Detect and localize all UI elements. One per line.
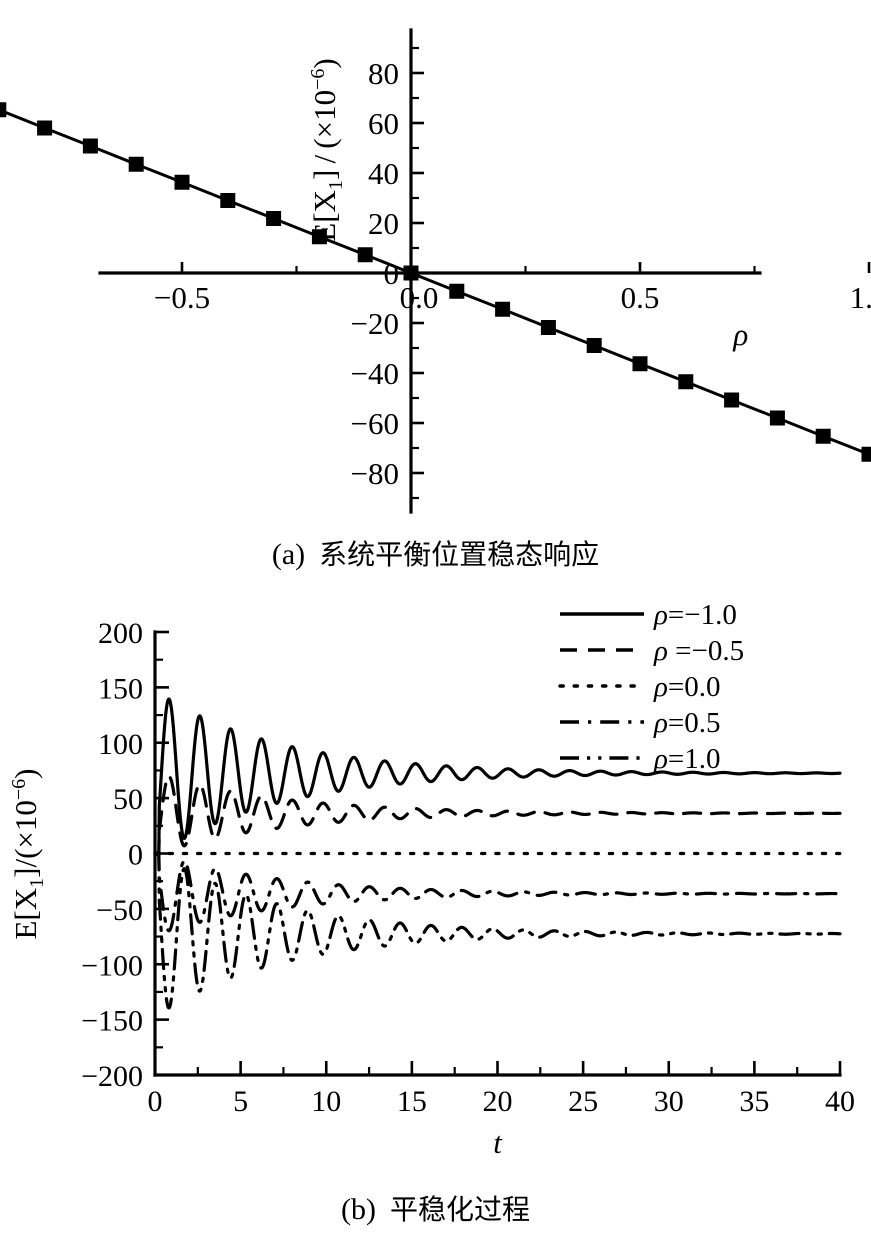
data-point-marker [495,301,511,317]
data-point-marker [37,120,53,136]
svg-text:−50: −50 [96,894,143,927]
series-line-4 [153,851,842,933]
x-axis-label: ρ [732,317,748,352]
svg-text:150: 150 [98,672,143,705]
svg-text:10: 10 [311,1085,341,1118]
y-axis-label: E[X1] / (×10−6) [307,58,347,241]
data-point-marker [586,338,602,353]
svg-text:100: 100 [98,728,143,761]
data-point-marker [861,446,871,462]
caption-a-tag: (a) [271,538,306,571]
data-point-marker [403,265,419,281]
legend-label-2: ρ =−0.5 [653,635,744,667]
legend-label-4: ρ=0.5 [653,707,721,739]
chart-b-svg: 0 5 10 15 20 25 30 35 40 −200 −150 −100 −50 0 50 100 150… [8,599,855,1156]
svg-text:40: 40 [368,156,399,191]
data-point-marker [724,392,740,408]
data-point-marker [678,374,694,390]
data-point-marker [82,138,98,154]
svg-text:−100: −100 [81,949,143,982]
series-line-2 [153,774,842,856]
data-point-marker [174,174,190,190]
chart-a-svg: −1.0−0.50.51.00.0−80−60−40−20204060800ρE… [0,28,871,514]
series-line-5 [153,851,842,1010]
svg-text:200: 200 [98,617,143,650]
svg-text:−200: −200 [81,1060,143,1093]
svg-text:40: 40 [825,1085,855,1118]
caption-b-tag: (b) [341,1193,376,1226]
data-point-marker [311,229,327,245]
caption-a: (a) 系统平衡位置稳态响应 [0,533,871,573]
svg-text:50: 50 [113,783,143,816]
x-axis-label: t [493,1125,503,1156]
svg-text:25: 25 [568,1085,598,1118]
svg-text:−150: −150 [81,1005,143,1038]
data-point-marker [769,410,785,426]
legend-label-1: ρ=−1.0 [653,599,737,631]
y-axis-label: E[X1]/(×10−6) [8,768,48,939]
svg-text:60: 60 [368,106,399,141]
legend-label-5: ρ=1.0 [653,743,721,775]
svg-text:−40: −40 [351,356,399,391]
svg-text:5: 5 [233,1085,248,1118]
svg-text:20: 20 [368,206,399,241]
legend-label-3: ρ=0.0 [653,671,721,703]
caption-b-text: 平稳化过程 [389,1193,530,1226]
svg-text:−20: −20 [351,306,399,341]
caption-a-text: 系统平衡位置稳态响应 [319,538,600,571]
svg-text:−0.5: −0.5 [154,280,210,315]
caption-b: (b) 平稳化过程 [0,1188,871,1228]
series-line-1 [153,697,842,856]
data-point-marker [540,320,556,335]
svg-text:−80: −80 [351,456,399,491]
svg-text:20: 20 [483,1085,513,1118]
data-point-marker [632,356,648,372]
svg-text:0: 0 [128,839,143,872]
svg-text:−60: −60 [351,406,399,441]
chart-panel-b: 0 5 10 15 20 25 30 35 40 −200 −150 −100 −50 0 50 100 150… [0,596,871,1156]
data-point-marker [357,247,373,263]
data-point-marker [128,156,144,172]
svg-text:0.5: 0.5 [621,280,660,315]
svg-text:1.0: 1.0 [850,280,871,315]
data-point-marker [266,211,282,226]
data-point-marker [220,193,236,208]
svg-text:35: 35 [739,1085,769,1118]
chart-panel-a: −1.0−0.50.51.00.0−80−60−40−20204060800ρE… [0,0,871,530]
data-point-marker [815,428,831,444]
data-point-marker [0,102,7,118]
svg-text:80: 80 [368,56,399,91]
svg-text:0: 0 [148,1085,163,1118]
svg-text:0: 0 [384,256,400,291]
svg-text:30: 30 [654,1085,684,1118]
svg-text:15: 15 [397,1085,427,1118]
data-point-marker [449,283,465,299]
